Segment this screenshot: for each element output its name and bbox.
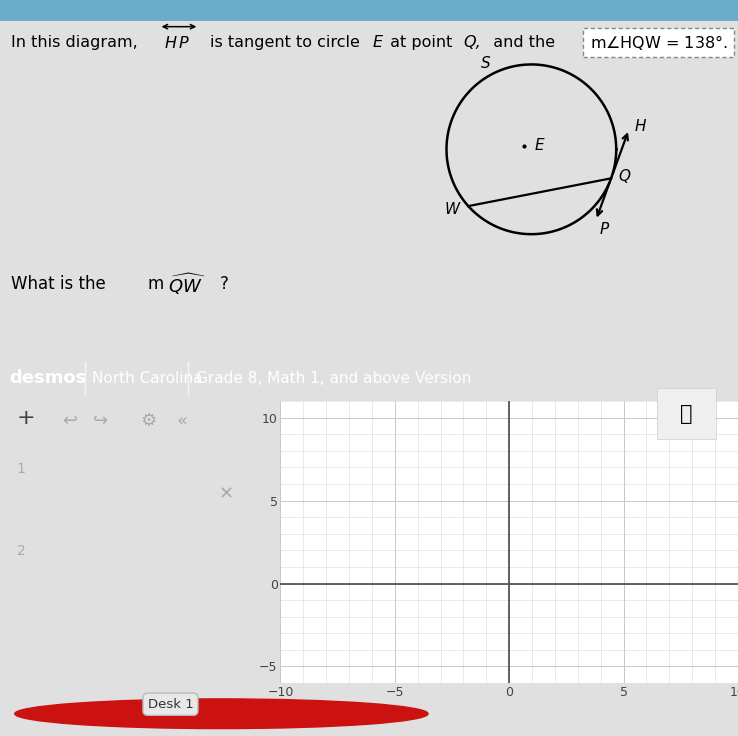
Text: $H\,P$: $H\,P$ (164, 35, 190, 51)
Bar (0, 0, 738, 21)
Text: E: E (535, 138, 545, 153)
Text: m: m (148, 275, 164, 294)
Text: Grade 8, Math 1, and above Version: Grade 8, Math 1, and above Version (196, 371, 471, 386)
Text: +: + (17, 408, 35, 428)
Text: P: P (599, 222, 609, 237)
FancyBboxPatch shape (583, 29, 734, 57)
Text: ✕: ✕ (218, 485, 234, 503)
Text: E: E (373, 35, 383, 50)
Text: In this diagram,: In this diagram, (11, 35, 138, 50)
Text: $\widehat{QW}$: $\widehat{QW}$ (168, 272, 207, 297)
Text: at point: at point (385, 35, 452, 50)
Text: is tangent to circle: is tangent to circle (210, 35, 360, 50)
Text: North Carolina: North Carolina (92, 371, 203, 386)
Text: S: S (481, 56, 491, 71)
Text: ⚙: ⚙ (140, 412, 156, 430)
Text: Desk 1: Desk 1 (148, 698, 193, 711)
Text: Q,: Q, (463, 35, 481, 50)
Circle shape (15, 699, 428, 729)
Text: ↩: ↩ (62, 412, 77, 430)
Text: W: W (445, 202, 460, 217)
Text: «: « (176, 412, 187, 430)
Text: 2: 2 (17, 543, 26, 558)
Text: ?: ? (220, 275, 229, 294)
Text: desmos: desmos (9, 369, 86, 387)
Text: 🔧: 🔧 (680, 403, 692, 424)
Text: What is the: What is the (11, 275, 106, 294)
Text: m$\angle$HQW = 138°.: m$\angle$HQW = 138°. (590, 33, 728, 52)
Text: 1: 1 (17, 461, 26, 475)
Text: Q: Q (618, 169, 630, 184)
Text: ↪: ↪ (92, 412, 108, 430)
Text: and the: and the (483, 35, 556, 50)
Text: H: H (635, 119, 646, 134)
